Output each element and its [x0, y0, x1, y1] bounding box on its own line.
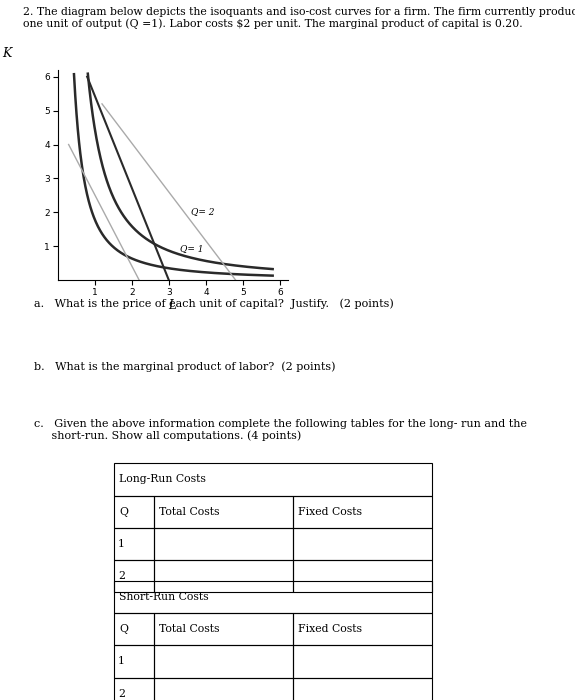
Bar [114, 496, 154, 528]
Text: Q= 2: Q= 2 [191, 207, 214, 216]
Bar [293, 560, 432, 592]
Text: Fixed Costs: Fixed Costs [298, 507, 362, 517]
Text: Q: Q [119, 624, 128, 634]
Text: b.   What is the marginal product of labor?  (2 points): b. What is the marginal product of labor… [34, 362, 335, 372]
Bar [154, 496, 293, 528]
Text: 2: 2 [118, 689, 125, 699]
Bar [154, 613, 293, 645]
Text: Fixed Costs: Fixed Costs [298, 624, 362, 634]
Bar [154, 678, 293, 700]
Bar [114, 528, 154, 560]
Bar [114, 581, 432, 613]
X-axis label: L: L [168, 300, 177, 312]
Bar [293, 613, 432, 645]
Bar [114, 613, 154, 645]
Text: K: K [2, 46, 12, 60]
Bar [114, 645, 154, 678]
Text: 1: 1 [118, 539, 125, 549]
Text: Total Costs: Total Costs [159, 624, 220, 634]
Bar [114, 463, 432, 496]
Text: Long-Run Costs: Long-Run Costs [119, 475, 206, 484]
Text: Q= 1: Q= 1 [180, 244, 204, 253]
Bar [154, 560, 293, 592]
Text: 1: 1 [118, 657, 125, 666]
Bar [154, 528, 293, 560]
Text: Q: Q [119, 507, 128, 517]
Text: Short-Run Costs: Short-Run Costs [119, 592, 209, 602]
Bar [293, 645, 432, 678]
Text: 2: 2 [118, 571, 125, 581]
Text: c.   Given the above information complete the following tables for the long- run: c. Given the above information complete … [34, 419, 527, 441]
Bar [293, 678, 432, 700]
Bar [114, 560, 154, 592]
Text: Total Costs: Total Costs [159, 507, 220, 517]
Bar [293, 496, 432, 528]
Text: 2. The diagram below depicts the isoquants and iso-cost curves for a firm. The f: 2. The diagram below depicts the isoquan… [23, 7, 575, 29]
Bar [114, 678, 154, 700]
Bar [154, 645, 293, 678]
Text: a.   What is the price of each unit of capital?  Justify.   (2 points): a. What is the price of each unit of cap… [34, 298, 393, 309]
Bar [293, 528, 432, 560]
